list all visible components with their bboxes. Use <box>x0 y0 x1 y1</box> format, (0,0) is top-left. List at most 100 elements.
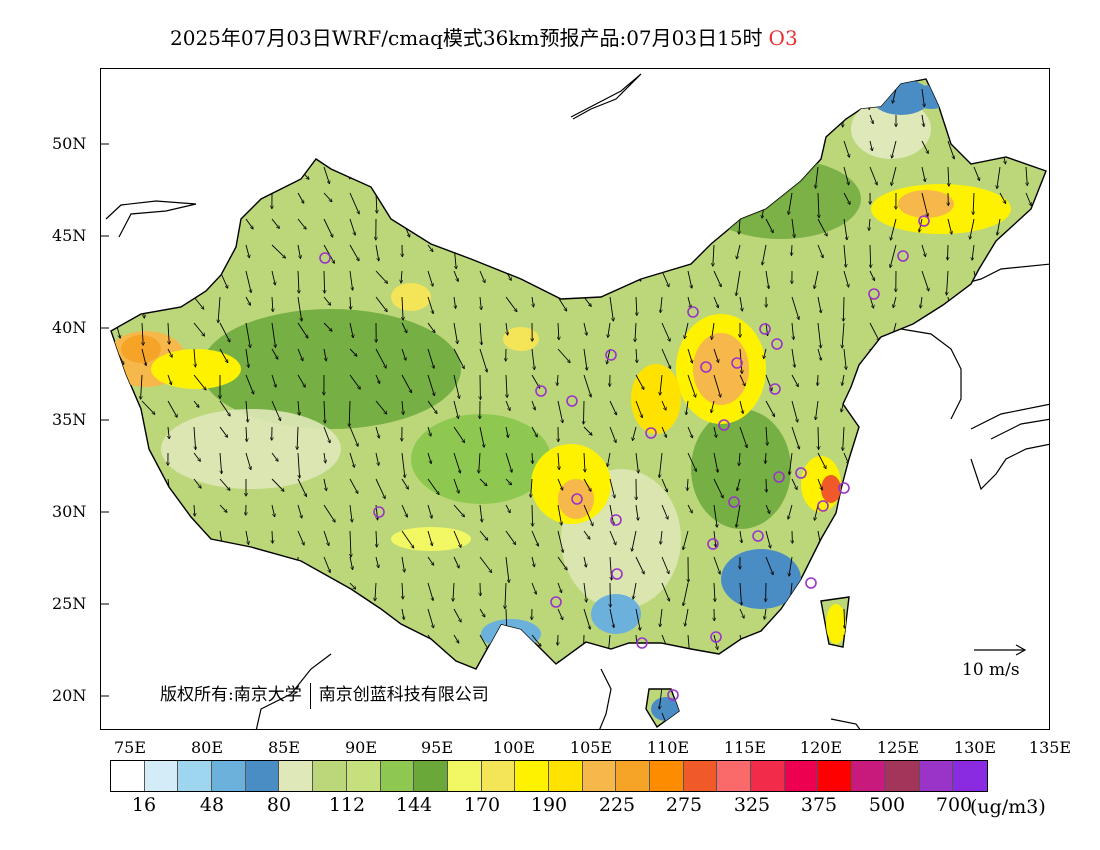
wind-arrow <box>167 218 174 242</box>
wind-arrow <box>219 478 230 490</box>
wind-arrow <box>323 322 332 331</box>
legend-swatch <box>111 761 145 791</box>
wind-arrow <box>557 114 561 136</box>
wind-arrow <box>714 88 716 103</box>
wind-arrow <box>817 712 821 722</box>
wind-arrow <box>479 478 487 486</box>
wind-arrow <box>245 140 256 151</box>
wind-arrow <box>789 556 793 576</box>
wind-arrow <box>891 478 897 499</box>
lon-label: 80E <box>190 738 224 757</box>
wind-arrow <box>739 166 744 181</box>
lat-label: 50N <box>52 134 87 153</box>
wind-arrow <box>323 166 329 184</box>
wind-arrow <box>687 374 696 397</box>
wind-arrow <box>660 296 662 312</box>
wind-arrow <box>788 166 793 186</box>
legend-swatch <box>346 761 381 791</box>
lat-label: 40N <box>52 318 87 337</box>
wind-arrow <box>948 374 950 398</box>
wind-arrow <box>632 530 637 551</box>
wind-arrow <box>557 556 567 570</box>
wind-arrow <box>791 88 797 100</box>
wind-arrow <box>350 296 351 309</box>
wind-arrow <box>765 400 775 416</box>
wind-arrow <box>401 660 409 673</box>
wind-arrow <box>401 634 410 645</box>
wind-arrow <box>609 608 614 627</box>
wind-arrow <box>245 192 249 203</box>
wind-arrow <box>713 348 719 362</box>
wind-arrow <box>891 218 897 240</box>
legend-swatch <box>852 761 886 791</box>
wind-arrow <box>687 244 696 259</box>
wind-arrow <box>583 504 593 526</box>
wind-arrow <box>375 452 379 465</box>
wind-arrow <box>634 166 637 183</box>
wind-arrow <box>997 582 1001 605</box>
wind-arrow <box>531 478 532 497</box>
wind-arrow <box>791 478 797 489</box>
wind-arrow <box>921 166 925 181</box>
wind-arrow <box>505 504 510 513</box>
wind-arrow <box>765 530 771 548</box>
wind-arrow <box>479 504 482 522</box>
wind-arrow <box>999 712 1000 727</box>
wind-arrow <box>427 530 432 546</box>
wind-arrow <box>713 686 714 710</box>
wind-arrow <box>479 140 486 160</box>
wind-arrow <box>687 296 691 308</box>
wind-arrow <box>376 530 377 547</box>
wind-arrow <box>921 634 922 651</box>
wind-arrow <box>427 452 431 463</box>
map-title: 2025年07月03日WRF/cmaq模式36km预报产品:07月03日15时 O… <box>170 22 798 51</box>
wind-arrow <box>401 556 405 572</box>
wind-arrow <box>818 192 819 218</box>
wind-arrow <box>661 244 668 259</box>
wind-arrow <box>193 322 205 336</box>
wind-arrow <box>636 296 637 315</box>
wind-arrow <box>193 374 206 390</box>
legend-swatch <box>144 761 179 791</box>
map-panel <box>100 68 1050 730</box>
wind-arrow <box>661 114 666 123</box>
wind-arrow <box>349 348 357 356</box>
wind-arrow <box>687 166 695 185</box>
wind-arrow <box>141 374 142 399</box>
wind-arrow <box>349 478 358 493</box>
wind-arrow <box>479 426 484 447</box>
wind-arrow <box>167 530 173 541</box>
wind-arrow <box>739 218 740 234</box>
wind-arrow <box>141 608 145 625</box>
wind-arrow <box>375 556 379 568</box>
wind-arrow <box>323 530 329 545</box>
wind-arrow <box>713 374 721 397</box>
wind-arrow <box>713 218 721 232</box>
wind-arrow <box>791 426 799 449</box>
wind-arrow <box>557 686 567 699</box>
wind-arrow <box>531 556 534 567</box>
wind-arrow <box>817 686 825 701</box>
wind-arrow <box>375 270 387 283</box>
wind-arrow <box>583 530 590 539</box>
wind-arrow <box>764 88 767 109</box>
wind-arrow <box>349 244 359 261</box>
wind-arrow <box>947 478 955 492</box>
wind-arrow <box>661 556 669 574</box>
wind-arrow <box>349 400 350 426</box>
wind-arrow <box>297 530 304 545</box>
legend-swatch <box>885 761 920 791</box>
wind-arrow <box>219 114 222 125</box>
wind-arrow <box>842 374 845 385</box>
wind-arrow <box>687 426 693 438</box>
legend-swatch <box>784 761 819 791</box>
wind-arrow <box>843 218 847 240</box>
wind-arrow <box>713 244 714 266</box>
legend-swatch <box>582 761 617 791</box>
wind-arrow <box>557 192 561 203</box>
title-text: 2025年07月03日WRF/cmaq模式36km预报产品:07月03日15时 <box>170 26 763 50</box>
wind-arrow <box>683 582 689 606</box>
legend-tick: 80 <box>266 794 292 816</box>
wind-arrow <box>323 478 326 491</box>
wind-arrow <box>245 608 249 634</box>
